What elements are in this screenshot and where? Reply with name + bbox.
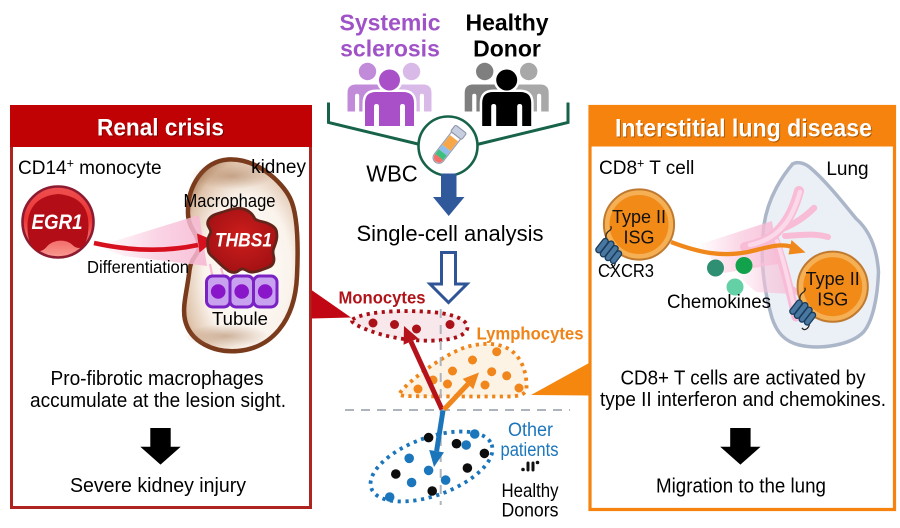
svg-text:Chemokines: Chemokines bbox=[667, 292, 771, 313]
svg-text:Lung: Lung bbox=[826, 159, 868, 180]
svg-text:Donor: Donor bbox=[473, 36, 541, 62]
svg-text:Lymphocytes: Lymphocytes bbox=[477, 324, 584, 344]
svg-text:Pro-fibrotic macrophages: Pro-fibrotic macrophages bbox=[51, 368, 264, 390]
svg-text:THBS1: THBS1 bbox=[215, 230, 272, 252]
svg-text:EGR1: EGR1 bbox=[32, 211, 83, 234]
svg-text:patients: patients bbox=[501, 440, 559, 461]
svg-text:Type II: Type II bbox=[806, 269, 860, 289]
svg-text:Monocytes: Monocytes bbox=[339, 288, 426, 308]
svg-text:Renal crisis: Renal crisis bbox=[97, 115, 224, 142]
svg-text:ISG: ISG bbox=[817, 290, 848, 310]
svg-text:CXCR3: CXCR3 bbox=[598, 260, 654, 281]
svg-text:CD8+ T cells are activated by: CD8+ T cells are activated by bbox=[621, 368, 866, 390]
svg-text:CD14+ monocyte: CD14+ monocyte bbox=[18, 157, 162, 180]
svg-text:WBC: WBC bbox=[366, 161, 418, 187]
svg-text:sclerosis: sclerosis bbox=[340, 36, 440, 62]
svg-text:Migration to the lung: Migration to the lung bbox=[656, 476, 826, 498]
svg-text:Donors: Donors bbox=[502, 500, 559, 522]
svg-text:Healthy: Healthy bbox=[465, 10, 548, 36]
svg-text:Type II: Type II bbox=[612, 207, 666, 227]
svg-text:Renal crisis: Renal crisis bbox=[98, 116, 225, 143]
svg-text:accumulate at the lesion sight: accumulate at the lesion sight. bbox=[30, 390, 286, 412]
svg-text:ISG: ISG bbox=[623, 228, 654, 248]
svg-text:Macrophage: Macrophage bbox=[184, 191, 276, 211]
svg-text:Severe kidney injury: Severe kidney injury bbox=[70, 475, 246, 497]
svg-text:Tubule: Tubule bbox=[212, 308, 268, 329]
svg-text:type II interferon and chemoki: type II interferon and chemokines. bbox=[600, 389, 886, 411]
svg-text:Healthy: Healthy bbox=[502, 480, 559, 502]
svg-text:Interstitial lung disease: Interstitial lung disease bbox=[616, 116, 873, 144]
svg-text:Differentiation: Differentiation bbox=[87, 257, 189, 277]
svg-text:Single-cell analysis: Single-cell analysis bbox=[356, 221, 543, 246]
svg-text:Systemic: Systemic bbox=[339, 10, 440, 36]
svg-text:kidney: kidney bbox=[251, 157, 306, 178]
svg-text:CD8+ T cell: CD8+ T cell bbox=[599, 157, 694, 180]
svg-text:Other: Other bbox=[508, 420, 554, 441]
svg-text:Interstitial lung disease: Interstitial lung disease bbox=[615, 115, 872, 143]
